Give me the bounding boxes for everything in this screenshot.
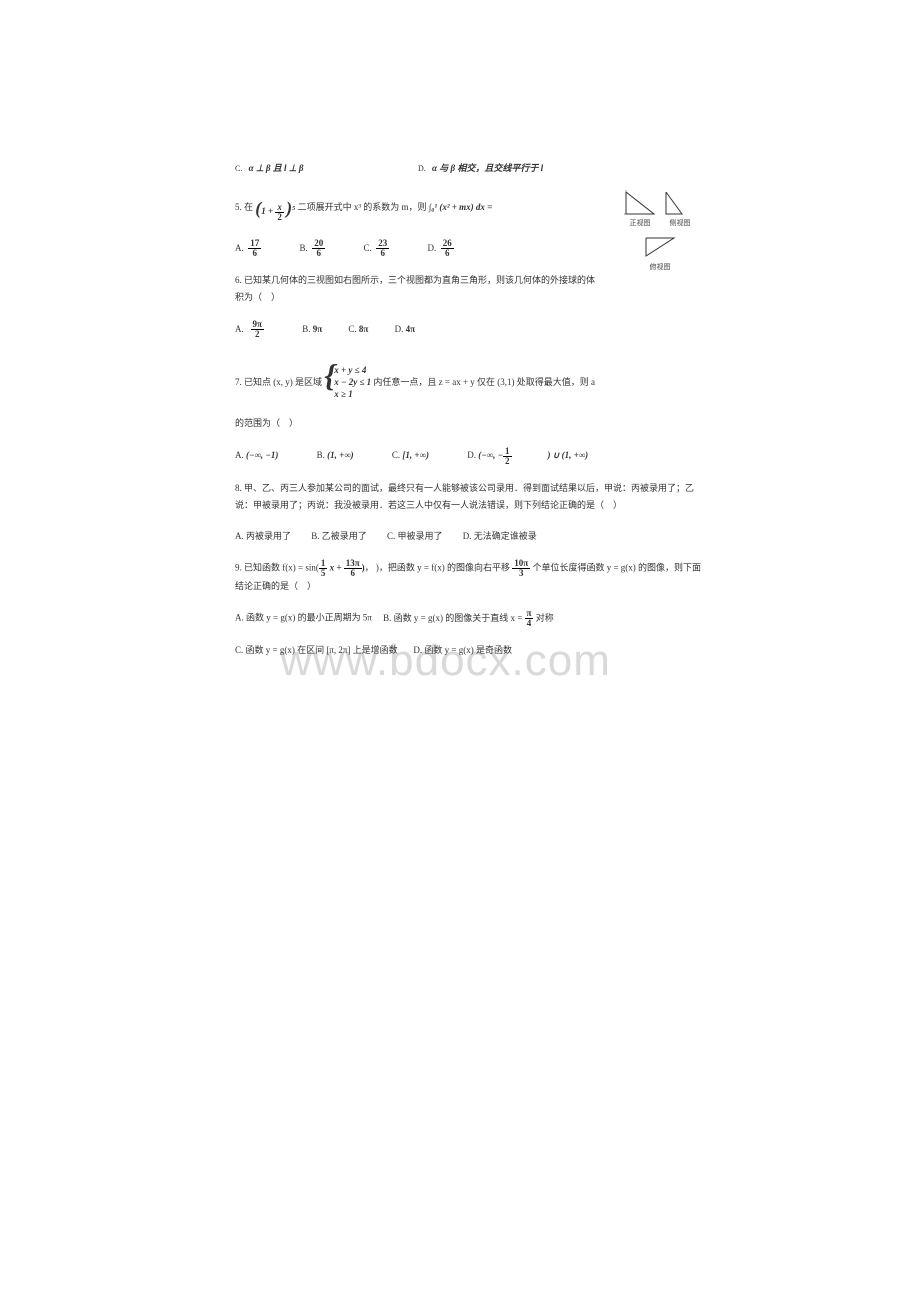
q8-opt-b: B. 乙被录用了 (311, 531, 367, 541)
q5-opt-b: B. 206 (300, 243, 352, 253)
q7-stem-b: 内任意一点，且 z = ax + y 仅在 (3,1) 处取得最大值，则 a (373, 378, 595, 388)
q5-stem-a: 5. 在 (235, 202, 253, 212)
q7-opt-a: A. (−∞, −1) (235, 450, 296, 460)
q7-options: A. (−∞, −1) B. (1, +∞) C. [1, +∞) D. (−∞… (235, 447, 705, 466)
q9-options-ab: A. 函数 y = g(x) 的最小正周期为 5π B. 函数 y = g(x)… (235, 609, 705, 628)
q8-opt-c: C. 甲被录用了 (387, 531, 443, 541)
q5-opt-d: D. 266 (428, 243, 478, 253)
q9-opt-a: A. 函数 y = g(x) 的最小正周期为 5π (235, 613, 372, 623)
q5-stem: 5. 在 (1 + x2 )5 二项展开式中 x³ 的系数为 m，则 ∫₀¹ (… (235, 191, 705, 225)
q7-opt-d: D. (−∞, −12) ∪ (1, +∞) (467, 450, 606, 460)
q7-stem-c: 的范围为（ ） (235, 415, 705, 432)
q5-opt-a: A. 176 (235, 243, 288, 253)
q8-stem: 8. 甲、乙、丙三人参加某公司的面试，最终只有一人能够被该公司录用．得到面试结果… (235, 480, 705, 514)
q9-opt-b: B. 函数 y = g(x) 的图像关于直线 x = π4 对称 (383, 613, 554, 623)
q6-opt-d: D. 4π (395, 324, 427, 334)
q9-stem-a: 9. 已知函数 f(x) = sin( (235, 562, 319, 572)
q6-options: A. 9π2 B. 9π C. 8π D. 4π (235, 320, 705, 339)
q8-options: A. 丙被录用了 B. 乙被录用了 C. 甲被录用了 D. 无法确定谁被录 (235, 528, 705, 545)
q6-opt-a: A. 9π2 (235, 324, 290, 334)
q9-opt-c: C. 函数 y = g(x) 在区间 [π, 2π] 上是增函数 (235, 645, 398, 655)
q7-opt-b: B. (1, +∞) (317, 450, 372, 460)
q5-options: A. 176 B. 206 C. 236 D. 266 (235, 239, 705, 258)
q9-opt-d: D. 函数 y = g(x) 是奇函数 (413, 645, 512, 655)
opt-d-label: D. (418, 164, 426, 173)
opt-d-text: α 与 β 相交，且交线平行于 l (432, 163, 543, 173)
opt-c-label: C. (235, 164, 242, 173)
q5-opt-c: C. 236 (364, 243, 416, 253)
q7-opt-c: C. [1, +∞) (392, 450, 447, 460)
q8-opt-a: A. 丙被录用了 (235, 531, 291, 541)
q7-stem: 7. 已知点 (x, y) 是区域 x + y ≤ 4 x − 2y ≤ 1 x… (235, 365, 705, 401)
q5-stem-b: 二项展开式中 x³ 的系数为 m，则 (298, 202, 427, 212)
q6-stem: 6. 已知某几何体的三视图如右图所示，三个视图都为直角三角形，则该几何体的外接球… (235, 272, 595, 306)
exam-page: C. α ⊥ β 且 l ⊥ β D. α 与 β 相交，且交线平行于 l 正视… (235, 160, 705, 659)
q9-stem-b: )，把函数 y = f(x) 的图像向右平移 (376, 562, 512, 572)
q9-options-cd: C. 函数 y = g(x) 在区间 [π, 2π] 上是增函数 D. 函数 y… (235, 642, 705, 659)
q9-stem: 9. 已知函数 f(x) = sin(15 x + 13π6)， )，把函数 y… (235, 559, 705, 595)
q7-stem-a: 7. 已知点 (x, y) 是区域 (235, 378, 322, 388)
q5-integral: ∫₀¹ (x² + mx) dx = (429, 202, 493, 212)
opt-c-text: α ⊥ β 且 l ⊥ β (249, 163, 304, 173)
q6-opt-c: C. 8π (348, 324, 380, 334)
q4-options-cd: C. α ⊥ β 且 l ⊥ β D. α 与 β 相交，且交线平行于 l (235, 160, 705, 177)
q8-opt-d: D. 无法确定谁被录 (463, 531, 537, 541)
q6-opt-b: B. 9π (302, 324, 334, 334)
q7-system: x + y ≤ 4 x − 2y ≤ 1 x ≥ 1 (324, 365, 371, 401)
